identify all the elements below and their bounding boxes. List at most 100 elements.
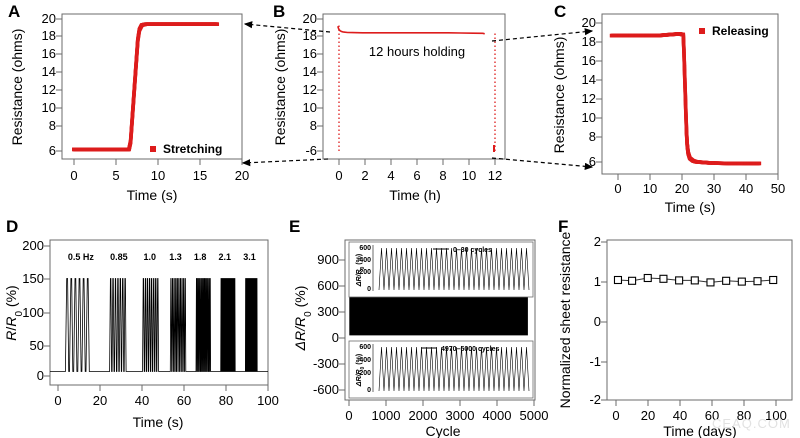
panel-f-x-axis: 0 20 40 60 80 100 (612, 400, 787, 423)
panel-e-plot-area: 900 600 300 0 -300 -600 (313, 239, 548, 423)
y-tick: 1 (594, 274, 601, 289)
x-tick: 0 (612, 408, 619, 423)
y-tick: 20 (303, 11, 317, 26)
svg-text:R/R0 (%): R/R0 (%) (3, 285, 25, 340)
data-point-marker (706, 278, 715, 287)
frequency-label: 1.3 (169, 252, 182, 262)
inset-y-tick: 400 (359, 357, 371, 364)
panel-d-chart: 200 150 100 50 0 (3, 238, 279, 430)
panel-a-plot-area: 20 18 16 14 12 10 8 6 (42, 11, 250, 183)
panel-e-ylabel: ΔR/R0 (%) (292, 286, 314, 352)
inset-top-legend: 0–30 cycles (453, 247, 492, 254)
x-tick: 80 (219, 393, 233, 408)
y-tick: 12 (582, 91, 596, 106)
panel-e-x-axis: 0 1000 2000 3000 4000 5000 (345, 400, 548, 423)
x-tick: 20 (235, 168, 249, 183)
data-point-marker (613, 275, 623, 285)
data-point-marker (769, 275, 778, 285)
x-tick: 15 (193, 168, 207, 183)
panel-e-inset-top: 600 400 200 0 ΔR/R0 (%) 0–30 cycles (348, 241, 534, 298)
y-tick: 20 (42, 11, 56, 26)
y-tick: 2 (594, 234, 601, 249)
x-tick: 0 (70, 168, 77, 183)
y-tick: -600 (313, 382, 339, 397)
data-point-marker (628, 276, 637, 285)
inset-y-tick: 600 (359, 344, 371, 351)
y-tick: 10 (303, 100, 317, 115)
x-tick: 5000 (520, 408, 549, 423)
data-point-marker (737, 277, 746, 286)
panel-e-y-axis: 900 600 300 0 -300 -600 (313, 252, 345, 397)
data-point-marker (722, 276, 731, 285)
svg-text:ΔR/R0 (%): ΔR/R0 (%) (356, 254, 366, 287)
y-tick: 50 (30, 338, 44, 353)
panel-c-ylabel: Resistance (ohms) (551, 37, 567, 154)
panel-d-x-axis: 0 20 40 60 80 100 (54, 385, 279, 408)
y-tick: 150 (22, 271, 44, 286)
x-tick: 40 (739, 181, 753, 196)
y-tick: 14 (303, 64, 317, 79)
y-tick: 6 (589, 154, 596, 169)
y-tick: 6 (49, 143, 56, 158)
panel-f-xlabel: Time (days) (663, 423, 736, 438)
y-tick: 600 (317, 278, 339, 293)
data-point-marker (659, 274, 668, 283)
panel-a-legend: Stretching (150, 142, 222, 156)
x-tick: 100 (257, 393, 279, 408)
y-tick: -6 (305, 143, 317, 158)
panel-f-plot-area: 2 1 0 -1 -2 0 (589, 234, 793, 423)
panel-f-chart: 2 1 0 -1 -2 0 (557, 231, 793, 438)
panel-d-y-axis: 200 150 100 50 0 (22, 238, 50, 383)
panel-e-label: E (289, 217, 301, 236)
inset-y-tick: 0 (367, 286, 371, 293)
panel-e-chart: 900 600 300 0 -300 -600 (292, 239, 548, 438)
x-tick: 40 (135, 393, 149, 408)
x-tick: 20 (93, 393, 107, 408)
x-tick: 100 (765, 408, 787, 423)
panel-a-chart: 20 18 16 14 12 10 8 6 (9, 11, 250, 203)
panel-c-plot-area: 20 18 16 14 12 10 8 6 (582, 13, 785, 196)
frequency-label: 1.8 (194, 252, 207, 262)
x-tick: 0 (54, 393, 61, 408)
inset-top-ylabel: ΔR/R0 (%) (356, 254, 366, 287)
y-tick: 14 (582, 72, 596, 87)
panel-c-x-axis: 0 10 20 30 40 50 (614, 174, 785, 196)
inset-y-tick: 400 (359, 257, 371, 264)
panel-a-x-axis: 0 5 10 15 20 (62, 158, 249, 183)
y-tick: 12 (42, 82, 56, 97)
x-tick: 80 (737, 408, 751, 423)
y-tick: 18 (303, 28, 317, 43)
panel-e: E 900 600 300 0 -300 -600 (283, 213, 555, 438)
data-point-marker (690, 276, 699, 285)
x-tick: 60 (705, 408, 719, 423)
panel-d-label: D (6, 217, 19, 236)
x-tick: 0 (335, 168, 342, 183)
panel-b-chart: 20 18 16 14 12 10 8 -6 (272, 11, 506, 203)
panel-a-label: A (8, 2, 21, 21)
panel-a-xlabel: Time (s) (127, 187, 178, 203)
y-tick: 18 (42, 28, 56, 43)
x-tick: 20 (675, 181, 689, 196)
y-tick: 300 (317, 304, 339, 319)
y-tick: 0 (37, 368, 44, 383)
x-tick: 3000 (446, 408, 475, 423)
x-tick: 6 (413, 168, 420, 183)
panel-f-y-axis: 2 1 0 -1 -2 (589, 234, 607, 407)
frequency-label: 2.1 (219, 252, 232, 262)
inset-bottom-legend: 4970–5000 cycles (441, 346, 499, 353)
panel-b-xlabel: Time (h) (389, 187, 441, 203)
inset-y-tick: 200 (359, 269, 371, 276)
panel-d-xlabel: Time (s) (133, 414, 184, 430)
x-tick: 10 (643, 181, 657, 196)
y-tick: 8 (589, 129, 596, 144)
x-tick: 1000 (372, 408, 401, 423)
panel-b-x-axis: 0 2 4 6 8 10 12 (335, 159, 502, 183)
legend-label: Stretching (163, 142, 222, 156)
data-point-marker (753, 277, 762, 286)
y-tick: 0 (594, 314, 601, 329)
x-tick: 50 (771, 181, 785, 196)
panel-f-ylabel: Normalized sheet resistance (557, 231, 573, 408)
x-tick: 10 (462, 168, 476, 183)
x-tick: 40 (673, 408, 687, 423)
frequency-label: 1.0 (143, 252, 156, 262)
